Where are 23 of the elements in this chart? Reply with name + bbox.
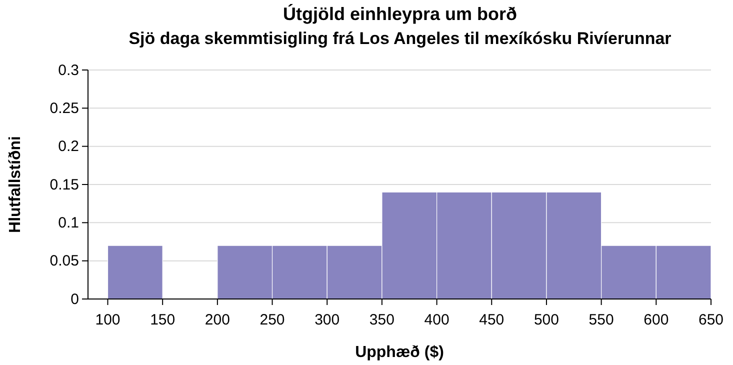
x-tick-label: 600	[644, 312, 669, 328]
x-tick-label: 350	[369, 312, 394, 328]
x-tick-label: 300	[314, 312, 340, 328]
y-tick-label: 0.3	[58, 62, 79, 79]
chart-title: Útgjöld einhleypra um borð	[282, 4, 518, 24]
y-tick-label: 0.05	[50, 252, 79, 270]
x-tick-label: 200	[204, 312, 230, 328]
y-tick-label: 0.1	[58, 214, 79, 232]
x-axis-title: Upphæð ($)	[355, 344, 444, 361]
y-tick-label: 0.15	[50, 176, 79, 194]
x-tick-label: 450	[479, 312, 504, 328]
y-tick-label: 0.2	[58, 138, 79, 156]
x-tick-label: 500	[534, 312, 559, 328]
x-tick-label: 150	[150, 312, 176, 328]
x-tick-label: 100	[95, 312, 120, 328]
x-tick-label: 250	[260, 312, 285, 328]
x-tick-label: 650	[698, 312, 724, 328]
y-tick-label: 0	[70, 290, 79, 308]
x-tick-label: 550	[588, 312, 614, 328]
chart-subtitle: Sjö daga skemmtisigling frá Los Angeles til mexíkósku Rivíerunnar	[128, 29, 672, 48]
y-tick-label: 0.25	[50, 100, 79, 117]
x-tick-label: 400	[424, 312, 450, 328]
y-axis-title: Hlutfallstíðni	[7, 136, 24, 233]
